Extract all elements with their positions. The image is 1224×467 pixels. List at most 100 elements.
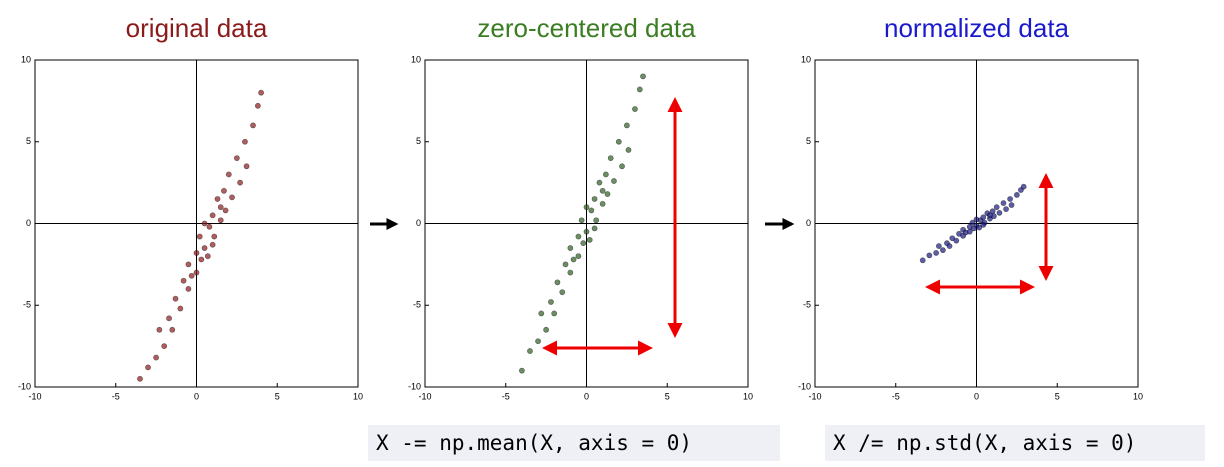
x-tick-label: 10 [353, 391, 363, 401]
point [166, 315, 172, 322]
point [177, 305, 184, 312]
point [588, 207, 595, 214]
y-tick-label: -10 [798, 381, 811, 391]
point [593, 217, 600, 224]
point [580, 240, 587, 247]
y-tick-label: 10 [411, 54, 421, 64]
point [172, 295, 179, 302]
point [578, 217, 585, 224]
point [198, 256, 205, 263]
point [193, 250, 200, 256]
point [145, 364, 151, 371]
point [926, 252, 933, 259]
point [976, 224, 983, 231]
x-tick-label: -10 [28, 391, 41, 401]
point [583, 228, 590, 235]
point [599, 187, 606, 194]
point [551, 310, 558, 317]
y-tick-label: 10 [21, 54, 31, 64]
point [636, 86, 643, 93]
point [596, 179, 603, 186]
point [169, 326, 176, 333]
point [217, 217, 224, 224]
point [201, 245, 208, 251]
point [980, 221, 987, 228]
red-arrows [542, 97, 1054, 356]
point [575, 233, 582, 240]
point [185, 261, 192, 268]
point [599, 200, 606, 207]
point [1007, 196, 1013, 202]
y-tick-label: -10 [18, 381, 31, 391]
point [567, 245, 574, 251]
point [935, 243, 942, 249]
point [222, 207, 229, 214]
code-caption: X -= np.mean(X, axis = 0) [368, 425, 780, 461]
x-tick-label: -10 [808, 391, 821, 401]
x-tick-label: 5 [1055, 391, 1060, 401]
point [196, 233, 203, 240]
x-tick-label: 5 [665, 391, 670, 401]
point [591, 196, 598, 202]
point [615, 138, 622, 145]
point [591, 225, 598, 232]
point [237, 179, 244, 186]
point [625, 147, 632, 153]
point [161, 343, 168, 350]
point [211, 233, 218, 240]
point [209, 212, 216, 219]
x-tick-label: 5 [275, 391, 280, 401]
point [221, 187, 227, 194]
code-caption: X /= np.std(X, axis = 0) [825, 425, 1205, 461]
point [996, 209, 1003, 216]
y-tick-label: -10 [408, 381, 421, 391]
point [980, 214, 987, 221]
point [519, 367, 525, 374]
point [966, 228, 973, 235]
point [575, 253, 582, 260]
point [217, 204, 224, 211]
point [993, 204, 1000, 211]
x-tick-label: 0 [974, 391, 979, 401]
point [611, 178, 617, 184]
point [604, 191, 611, 197]
point [214, 196, 221, 202]
point [527, 348, 533, 354]
y-tick-label: 5 [416, 136, 421, 146]
x-tick-label: 0 [584, 391, 589, 401]
point [258, 89, 264, 96]
y-tick-label: 0 [806, 218, 811, 228]
point [602, 171, 609, 178]
point [254, 102, 261, 109]
x-tick-label: 0 [194, 391, 199, 401]
point [180, 277, 187, 284]
point [933, 250, 940, 256]
point [137, 375, 143, 382]
y-tick-label: 0 [416, 218, 421, 228]
plots: original data -10 -5 0 5 10 -10 -5 0 5 10 zero-cent… [18, 13, 1143, 402]
point [559, 289, 566, 296]
point [535, 338, 541, 345]
y-tick-label: 10 [801, 54, 811, 64]
point [940, 247, 946, 254]
point [225, 171, 232, 178]
x-tick-label: 10 [1133, 391, 1143, 401]
point [188, 272, 195, 279]
point [987, 212, 993, 219]
point [242, 138, 248, 145]
x-tick-label: -5 [892, 391, 900, 401]
x-tick-label: -10 [418, 391, 431, 401]
point [538, 310, 545, 317]
point [919, 257, 926, 264]
point [153, 354, 160, 361]
point [243, 163, 250, 170]
chart-title: original data [126, 13, 268, 43]
chart-title: zero-centered data [477, 13, 696, 43]
point [632, 106, 638, 112]
y-tick-label: 5 [806, 136, 811, 146]
y-tick-label: 5 [26, 136, 31, 146]
point [567, 269, 574, 276]
y-tick-label: -5 [23, 300, 31, 310]
